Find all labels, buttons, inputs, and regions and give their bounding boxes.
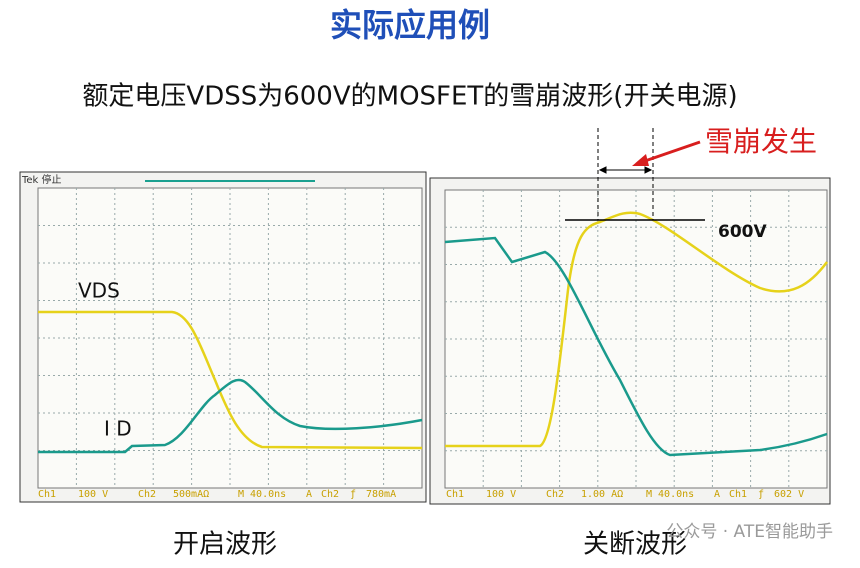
status-text: ƒ [350, 489, 356, 500]
arrow-head [632, 154, 649, 166]
status-text: 500mAΩ [173, 489, 209, 500]
status-text: 1.00 AΩ [581, 489, 623, 500]
vds-label: VDS [78, 279, 120, 303]
annotation-arrow [641, 140, 701, 164]
status-text: ƒ [758, 489, 764, 500]
status-text: Ch2 [546, 489, 564, 500]
status-text: A [714, 489, 720, 500]
status-text: Ch2 [321, 489, 339, 500]
caption: 开启波形 [173, 530, 277, 560]
left-scope: Tek 停止 VDS I D Ch1 100 V Ch2 500mAΩ M 40.0ns… [19, 171, 427, 560]
status-text: A [306, 489, 312, 500]
status-text: M 40.0ns [646, 489, 694, 500]
span-arrow [598, 166, 653, 174]
status-text: 100 V [486, 489, 516, 500]
status-text: Ch2 [138, 489, 156, 500]
status-text: Ch1 [446, 489, 464, 500]
id-label: I D [104, 417, 132, 441]
annotation: 雪崩发生 [705, 125, 817, 158]
status-text: 602 V [774, 489, 804, 500]
right-scope: 600V 雪崩发生 Ch1 100 V Ch2 1.00 AΩ M 40.0ns A Ch1… [429, 125, 831, 560]
caption: 关断波形 [583, 530, 687, 560]
status-text: Ch1 [38, 489, 56, 500]
id-trace [38, 378, 423, 454]
scope-header: Tek 停止 [21, 173, 62, 186]
voltage-label: 600V [718, 222, 767, 242]
title: 实际应用例 [330, 6, 490, 44]
subtitle: 额定电压VDSS为600V的MOSFET的雪崩波形(开关电源) [82, 82, 737, 112]
status-text: 780mA [366, 489, 396, 500]
status-bar: Ch1 100 V Ch2 1.00 AΩ M 40.0ns A Ch1 ƒ 602 V [446, 489, 804, 500]
status-text: Ch1 [729, 489, 747, 500]
vds-trace [445, 211, 829, 448]
id-trace [444, 236, 828, 457]
status-bar: Ch1 100 V Ch2 500mAΩ M 40.0ns A Ch2 ƒ 780mA [38, 489, 396, 500]
grid [38, 188, 422, 488]
vds-trace [38, 310, 423, 450]
status-text: M 40.0ns [238, 489, 286, 500]
status-text: 100 V [78, 489, 108, 500]
watermark: 公众号 · ATE智能助手 [666, 522, 833, 542]
